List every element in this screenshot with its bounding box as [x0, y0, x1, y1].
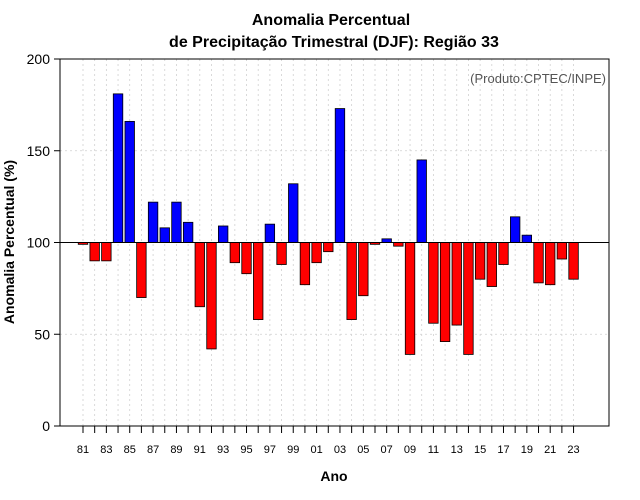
bar-2023: [568, 242, 579, 280]
x-tick-label: 17: [497, 444, 509, 456]
x-tick-label: 99: [287, 444, 299, 456]
bar-2013: [451, 242, 462, 326]
y-axis-label: Anomalia Percentual (%): [1, 160, 17, 324]
x-tick-label: 09: [404, 444, 416, 456]
bar-1992: [206, 242, 217, 350]
bar-2011: [428, 242, 439, 324]
bar-1984: [112, 93, 124, 243]
x-tick-label: 87: [147, 444, 159, 456]
y-tick-label: 50: [34, 326, 50, 342]
x-axis: 81 83 85 87 89 91 93 95 97 99 01 03 05 07 09 11 13 15 17 19…: [77, 426, 580, 456]
bar-1988: [159, 227, 170, 243]
bar-2004: [346, 242, 357, 320]
bar-1987: [147, 201, 159, 243]
x-tick-label: 89: [170, 444, 182, 456]
x-tick-label: 19: [521, 444, 533, 456]
bar-1997: [264, 223, 276, 243]
x-tick-label: 05: [357, 444, 369, 456]
x-tick-label: 07: [381, 444, 393, 456]
bar-2022: [556, 242, 568, 260]
y-tick-label: 0: [42, 418, 50, 434]
bar-1993: [218, 225, 229, 243]
bar-2012: [439, 242, 451, 342]
bar-1990: [182, 221, 194, 243]
x-tick-label: 97: [264, 444, 276, 456]
x-tick-label: 85: [124, 444, 136, 456]
x-tick-label: 95: [240, 444, 252, 456]
bar-2018: [510, 216, 521, 243]
bar-1985: [124, 120, 135, 243]
x-tick-label: 01: [310, 444, 322, 456]
x-tick-label: 11: [428, 444, 439, 456]
y-tick-label: 100: [27, 235, 51, 251]
bar-2020: [533, 242, 544, 284]
y-tick-label: 150: [27, 143, 51, 159]
x-tick-label: 81: [77, 444, 89, 456]
bar-2010: [416, 159, 427, 243]
bar-1983: [101, 242, 112, 262]
bar-2007: [381, 238, 392, 243]
bar-2009: [404, 242, 416, 355]
bar-2016: [486, 242, 497, 287]
credit-text: (Produto:CPTEC/INPE): [470, 71, 606, 86]
x-tick-label: 93: [217, 444, 229, 456]
bar-2014: [463, 242, 474, 355]
x-tick-label: 13: [451, 444, 463, 456]
chart-title-line1: Anomalia Percentual: [252, 12, 410, 29]
chart-title-line2: de Precipitação Trimestral (DJF): Região…: [169, 34, 499, 51]
bar-2005: [358, 242, 369, 297]
bar-2000: [299, 242, 311, 286]
bars: [77, 93, 579, 355]
bar-2008: [393, 242, 404, 247]
x-tick-label: 23: [567, 444, 579, 456]
x-tick-label: 15: [474, 444, 486, 456]
bar-2003: [334, 108, 346, 243]
bar-1999: [288, 183, 299, 243]
bar-1986: [136, 242, 147, 298]
bar-2001: [311, 242, 322, 264]
y-axis: 0 50 100 150 200: [27, 51, 60, 434]
x-tick-label: 21: [544, 444, 556, 456]
bar-2019: [521, 234, 532, 243]
bar-1994: [229, 242, 240, 264]
y-tick-label: 200: [27, 51, 51, 67]
x-tick-label: 03: [334, 444, 346, 456]
x-axis-label: Ano: [320, 468, 347, 484]
bar-1995: [241, 242, 252, 275]
bar-2002: [323, 242, 334, 253]
x-tick-label: 83: [100, 444, 112, 456]
bar-1982: [89, 242, 100, 262]
bar-2015: [474, 242, 486, 280]
x-tick-label: 91: [194, 444, 206, 456]
bar-2017: [498, 242, 509, 265]
bar-1996: [253, 242, 264, 320]
bar-1989: [171, 201, 182, 243]
bar-2021: [545, 242, 556, 286]
bar-1998: [276, 242, 287, 265]
bar-1991: [194, 242, 205, 308]
